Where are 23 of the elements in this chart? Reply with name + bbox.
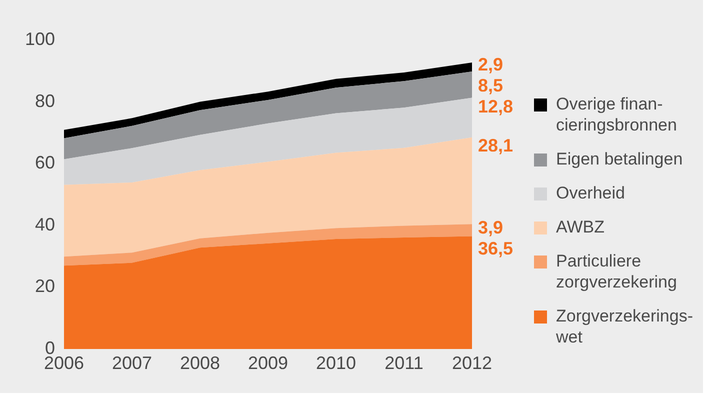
x-tick-label: 2008 xyxy=(180,352,220,373)
data-label: 3,9 xyxy=(478,218,504,238)
x-tick-label: 2011 xyxy=(384,352,424,373)
data-label: 8,5 xyxy=(478,75,504,96)
legend-label: Overige finan-cieringsbronnen xyxy=(556,94,677,135)
x-tick-label: 2012 xyxy=(452,352,492,373)
y-tick-label: 20 xyxy=(34,276,55,296)
x-tick-label: 2009 xyxy=(248,352,288,373)
legend-label: Eigen betalingen xyxy=(556,150,683,169)
y-tick-label: 60 xyxy=(34,152,55,173)
x-tick-label: 2007 xyxy=(112,352,152,373)
data-label: 12,8 xyxy=(478,96,514,116)
legend-label: Zorgverzekerings-wet xyxy=(555,306,693,347)
legend-label: AWBZ xyxy=(556,218,604,237)
y-tick-label: 40 xyxy=(34,214,55,234)
y-tick-label: 80 xyxy=(34,90,55,111)
y-tick-label: 100 xyxy=(24,28,55,49)
data-label: 36,5 xyxy=(478,238,514,259)
data-label: 28,1 xyxy=(478,135,514,156)
legend-label: Overheid xyxy=(556,184,625,203)
legend-label: Particuliere zorgverzekering xyxy=(556,252,677,292)
data-label: 2,9 xyxy=(478,54,504,74)
x-tick-label: 2010 xyxy=(316,352,356,373)
